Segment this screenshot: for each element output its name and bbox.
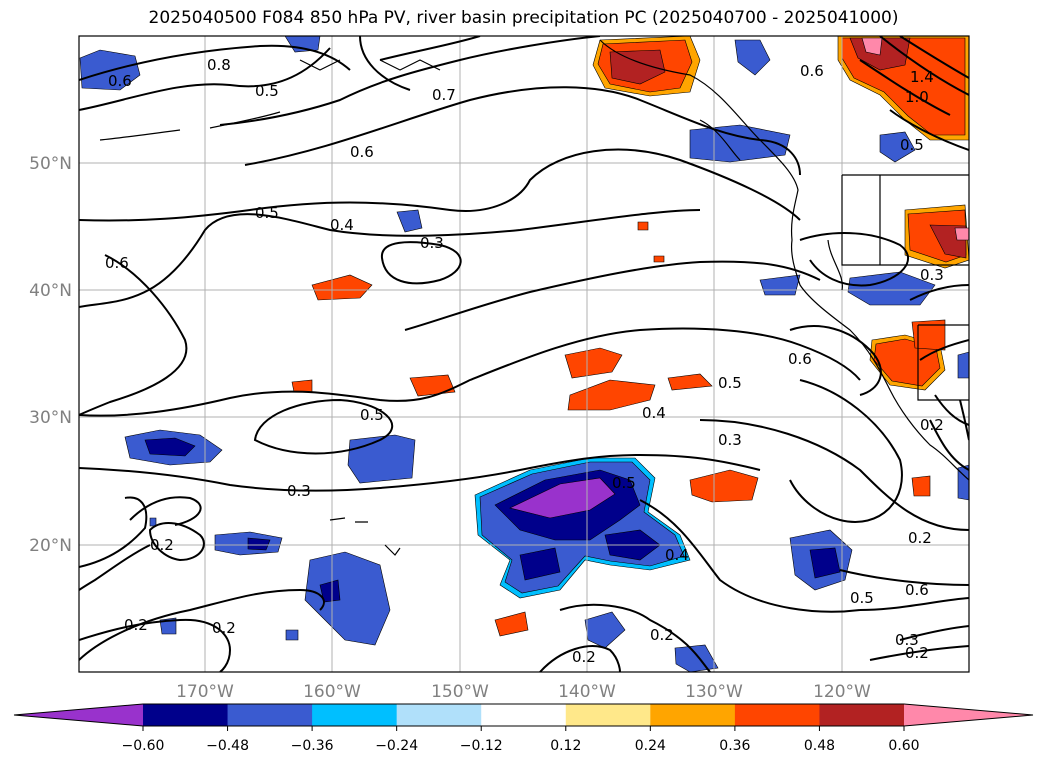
lon-label: 170°W [176,682,234,702]
lon-label: 140°W [558,682,616,702]
colorbar-tick-label: −0.60 [122,738,165,754]
contour-label: 0.3 [895,631,919,649]
lat-label: 40°N [29,281,72,301]
contour-label: 0.5 [900,136,924,154]
contour-label: 1.4 [910,68,934,86]
contour-label: 0.3 [920,266,944,284]
colorbar-segment [819,704,905,726]
colorbar-extend-high [904,704,1033,726]
plot-frame [78,35,970,673]
contour-label: 0.6 [108,72,132,90]
contour-label: 0.3 [420,234,444,252]
lat-label: 30°N [29,408,72,428]
colorbar-segment [396,704,482,726]
colorbar-tick-label: 0.60 [888,738,919,754]
precip-shading [79,36,969,672]
pv-contours [79,36,969,672]
colorbar-tick-label: 0.24 [635,738,666,754]
contour-label: 0.5 [850,589,874,607]
contour-label: 0.2 [650,626,674,644]
colorbar-tick-label: 0.36 [719,738,750,754]
contour-label: 0.5 [612,474,636,492]
contour-label: 0.5 [718,374,742,392]
lon-label: 120°W [813,682,871,702]
colorbar-tick-label: −0.12 [460,738,503,754]
lon-label: 160°W [303,682,361,702]
colorbar-segment [481,704,567,726]
lon-label: 130°W [685,682,743,702]
contour-label: 0.5 [255,204,279,222]
latitude-labels: 50°N 40°N 30°N 20°N [29,154,72,556]
colorbar-extend-low [14,704,143,726]
contour-label: 0.2 [920,416,944,434]
contour-label: 0.2 [212,619,236,637]
colorbar: −0.60 −0.48 −0.36 −0.24 −0.12 0.12 0.24 0.36 0.4… [13,703,1034,754]
colorbar-tick-label: −0.36 [291,738,334,754]
contour-label: 0.5 [360,406,384,424]
colorbar-tick-label: −0.24 [375,738,418,754]
colorbar-tick-label: −0.48 [206,738,249,754]
contour-label: 0.4 [665,546,689,564]
contour-label: 0.2 [150,536,174,554]
contour-label: 0.2 [572,648,596,666]
colorbar-segment [227,704,313,726]
colorbar-segment [312,704,398,726]
contour-label: 0.3 [718,431,742,449]
lat-label: 50°N [29,154,72,174]
contour-label: 0.2 [124,616,148,634]
contour-label: 0.3 [287,482,311,500]
colorbar-segment [565,704,651,726]
contour-label: 0.2 [905,644,929,662]
map-title: 2025040500 F084 850 hPa PV, river basin … [148,8,899,28]
contour-label: 0.6 [800,62,824,80]
colorbar-segment [734,704,820,726]
longitude-labels: 170°W 160°W 150°W 140°W 130°W 120°W [176,682,871,702]
gridlines [79,36,969,672]
contour-label: 0.6 [905,581,929,599]
contour-label: 0.4 [330,216,354,234]
contour-label: 1.0 [905,88,929,106]
colorbar-segment [650,704,736,726]
contour-label: 0.5 [255,82,279,100]
lat-label: 20°N [29,536,72,556]
contour-label: 0.8 [207,56,231,74]
contour-label: 0.6 [105,254,129,272]
contour-label: 0.7 [432,86,456,104]
lon-label: 150°W [431,682,489,702]
contour-label: 0.2 [908,529,932,547]
colorbar-tick-label: 0.48 [804,738,835,754]
contour-label: 0.4 [642,404,666,422]
colorbar-segment [143,704,229,726]
contour-label: 0.6 [350,143,374,161]
coastlines [99,39,969,556]
colorbar-tick-label: 0.12 [550,738,581,754]
contour-labels: 0.8 0.6 0.5 0.7 0.6 0.5 0.4 0.3 0.6 0.5 … [105,56,944,666]
contour-label: 0.6 [788,350,812,368]
